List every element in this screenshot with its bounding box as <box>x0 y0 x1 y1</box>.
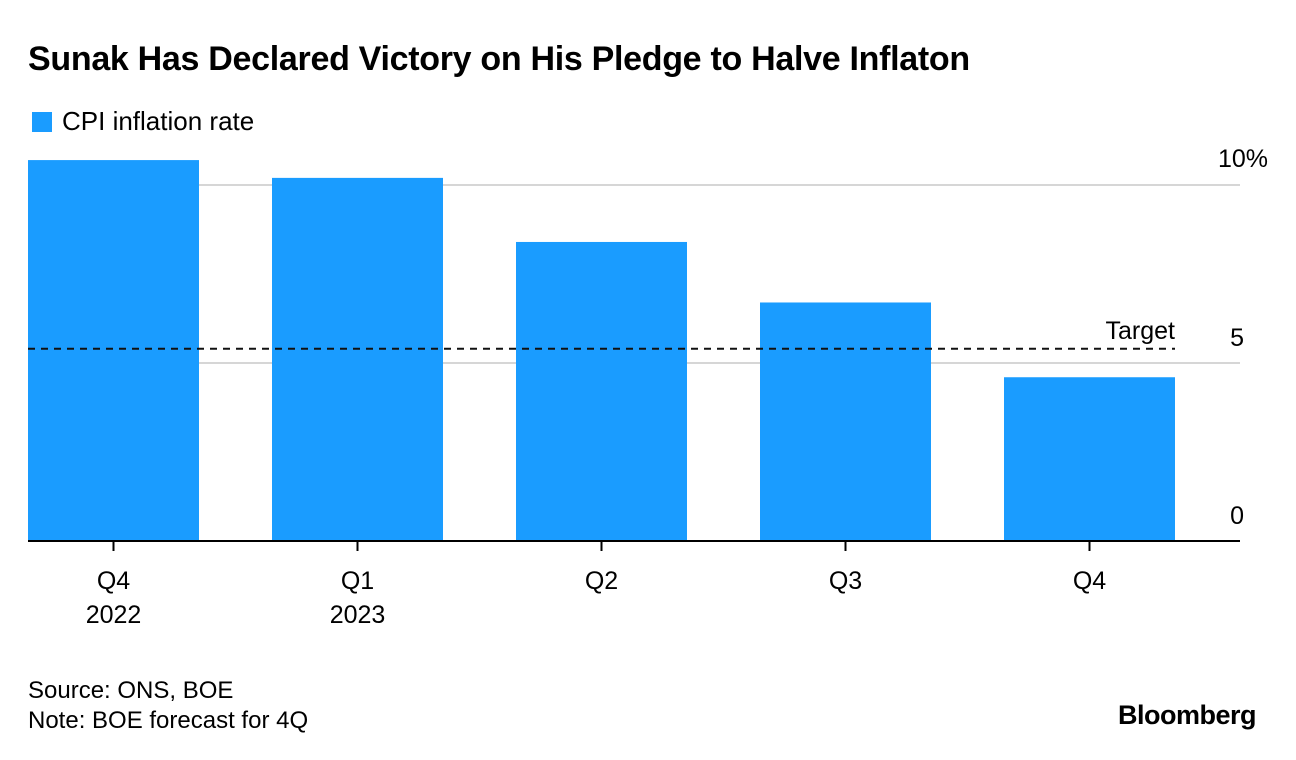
target-label: Target <box>1106 317 1176 345</box>
source-notes: Source: ONS, BOE Note: BOE forecast for … <box>28 676 308 736</box>
y-tick-label: 10% <box>1218 145 1268 173</box>
x-tick-label: Q4 <box>97 567 130 595</box>
y-tick-label: 0 <box>1230 502 1244 530</box>
bar-1 <box>28 160 199 541</box>
note-text: Note: BOE forecast for 4Q <box>28 707 309 734</box>
x-tick-label: 2023 <box>330 601 386 629</box>
x-tick-label: Q4 <box>1073 567 1106 595</box>
x-tick-label: 2022 <box>86 601 142 629</box>
x-tick-label: Q3 <box>829 567 862 595</box>
y-tick-label: 5 <box>1230 324 1244 352</box>
bar-2 <box>272 177 443 541</box>
chart-title: Sunak Has Declared Victory on His Pledge… <box>28 40 970 78</box>
bar-3 <box>516 241 687 541</box>
legend-label: CPI inflation rate <box>62 106 255 136</box>
x-tick-label: Q1 <box>341 567 374 595</box>
bar-4 <box>760 302 931 541</box>
x-tick-label: Q2 <box>585 567 618 595</box>
source-text: Source: ONS, BOE <box>28 677 234 704</box>
bloomberg-logo: Bloomberg <box>1117 700 1257 730</box>
legend: CPI inflation rate <box>32 106 254 137</box>
bar-5 <box>1004 377 1175 541</box>
legend-swatch <box>32 111 52 132</box>
